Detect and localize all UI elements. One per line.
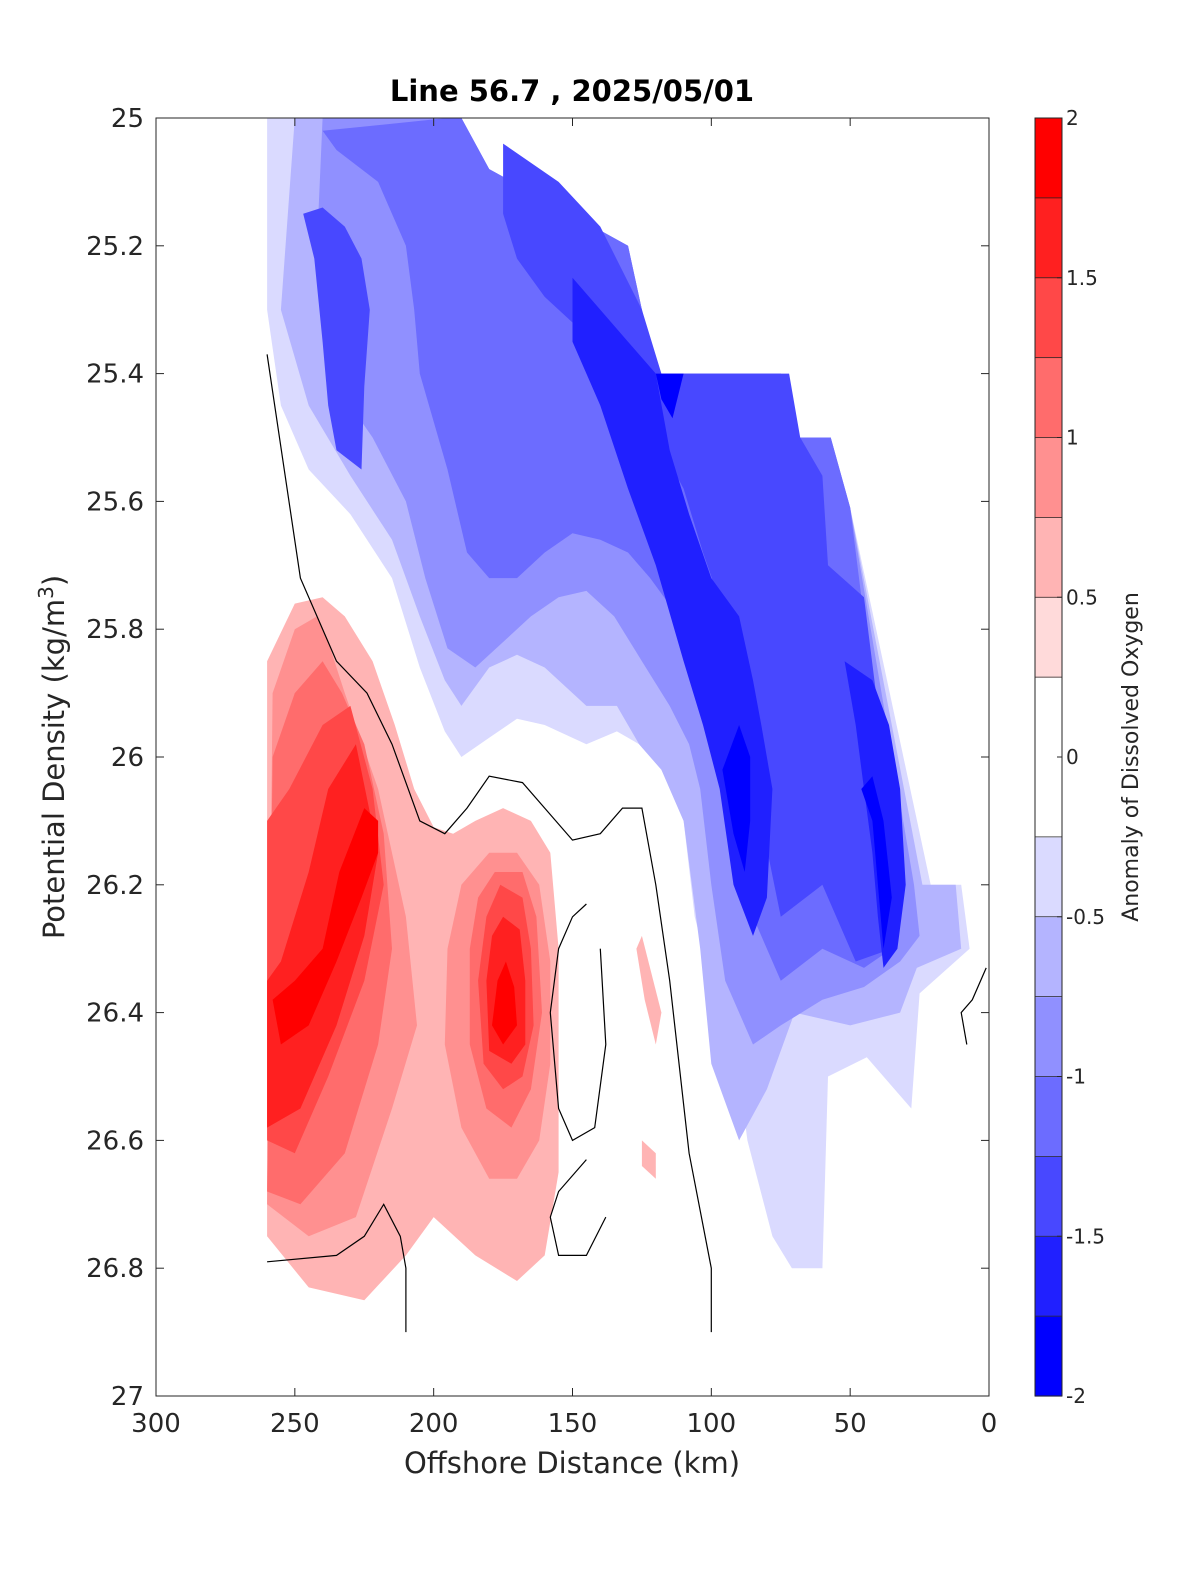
colorbar-band-8	[1035, 597, 1062, 678]
y-axis-label: Potential Density (kg/m3)	[34, 575, 71, 939]
colorbar-band-13	[1035, 197, 1062, 279]
y-axis-label-close: )	[37, 575, 71, 586]
y-tick-label: 25.8	[86, 615, 144, 645]
colorbar-tick-label: -2	[1066, 1384, 1086, 1408]
chart-title: Line 56.7 , 2025/05/01	[390, 74, 754, 108]
y-axis-label-main: Potential Density (kg/m	[37, 599, 71, 939]
y-tick-label: 26.2	[86, 871, 144, 901]
y-tick-label: 25.6	[86, 487, 144, 517]
x-tick-label: 150	[548, 1409, 598, 1439]
colorbar-tick-label: 0	[1066, 745, 1079, 769]
contour-region-23	[492, 961, 517, 1045]
zero-contour-line-3	[267, 1203, 407, 1333]
zero-contour-line-2	[549, 1159, 607, 1257]
x-tick-label: 50	[834, 1409, 867, 1439]
colorbar-band-9	[1035, 517, 1062, 598]
x-axis: 300 250 200 150 100 50 0	[131, 118, 997, 1439]
y-axis: 25 25.2 25.4 25.6 25.8 26 26.2 26.4 26.6 26.8 27	[86, 104, 989, 1412]
x-tick-label: 250	[270, 1409, 320, 1439]
colorbar-band-3	[1035, 1076, 1062, 1157]
colorbar-tick-label: -1	[1066, 1065, 1086, 1089]
colorbar-label: Anomaly of Dissolved Oxygen	[1119, 592, 1144, 922]
contour-region-8	[655, 373, 684, 419]
y-tick-label: 25.2	[86, 232, 144, 262]
colorbar-tick-label: 0.5	[1066, 585, 1098, 609]
colorbar-band-4	[1035, 996, 1062, 1078]
y-tick-label: 26.4	[86, 999, 144, 1029]
y-tick-label: 25	[111, 104, 144, 134]
contour-region-6	[572, 277, 773, 936]
contour-region-12	[636, 935, 662, 1045]
colorbar-tick-label: 2	[1066, 106, 1079, 130]
zero-contour-line-1	[549, 903, 607, 1142]
contour-region-5	[303, 207, 370, 470]
zero-contour-line-0	[266, 354, 712, 1333]
colorbar-band-12	[1035, 277, 1062, 359]
contour-region-10	[861, 776, 892, 949]
colorbar-band-1	[1035, 1236, 1062, 1317]
colorbar-ticks: -2 -1.5 -1 -0.5 0 0.5 1 1.5 2	[1035, 106, 1105, 1408]
colorbar-tick-label: -0.5	[1066, 905, 1105, 929]
x-tick-label: 100	[687, 1409, 737, 1439]
zero-contour-layer	[266, 354, 987, 1333]
y-tick-label: 26.6	[86, 1126, 144, 1156]
x-axis-label: Offshore Distance (km)	[404, 1446, 740, 1480]
colorbar-band-14	[1035, 118, 1062, 199]
colorbar-band-2	[1035, 1156, 1062, 1237]
x-tick-label: 200	[409, 1409, 459, 1439]
colorbar-band-11	[1035, 357, 1062, 439]
x-tick-label: 300	[131, 1409, 181, 1439]
colorbar-band-0	[1035, 1316, 1062, 1397]
colorbar-tick-label: 1.5	[1066, 266, 1098, 290]
colorbar-band-5	[1035, 916, 1062, 998]
colorbar	[1035, 118, 1062, 1397]
contour-fill-layer	[267, 118, 970, 1301]
y-tick-label: 25.4	[86, 360, 144, 390]
colorbar-band-6	[1035, 836, 1062, 918]
contour-region-13	[641, 1140, 656, 1179]
y-axis-label-superscript: 3	[34, 586, 58, 599]
y-tick-label: 26.8	[86, 1254, 144, 1284]
contour-region-9	[722, 725, 751, 872]
colorbar-tick-label: -1.5	[1066, 1224, 1105, 1248]
y-tick-label: 26	[111, 743, 144, 773]
colorbar-tick-label: 1	[1066, 426, 1079, 450]
x-tick-label: 0	[981, 1409, 998, 1439]
colorbar-band-10	[1035, 437, 1062, 518]
zero-contour-line-4	[960, 967, 987, 1045]
y-tick-label: 27	[111, 1382, 144, 1412]
contour-region-22	[272, 808, 379, 1045]
